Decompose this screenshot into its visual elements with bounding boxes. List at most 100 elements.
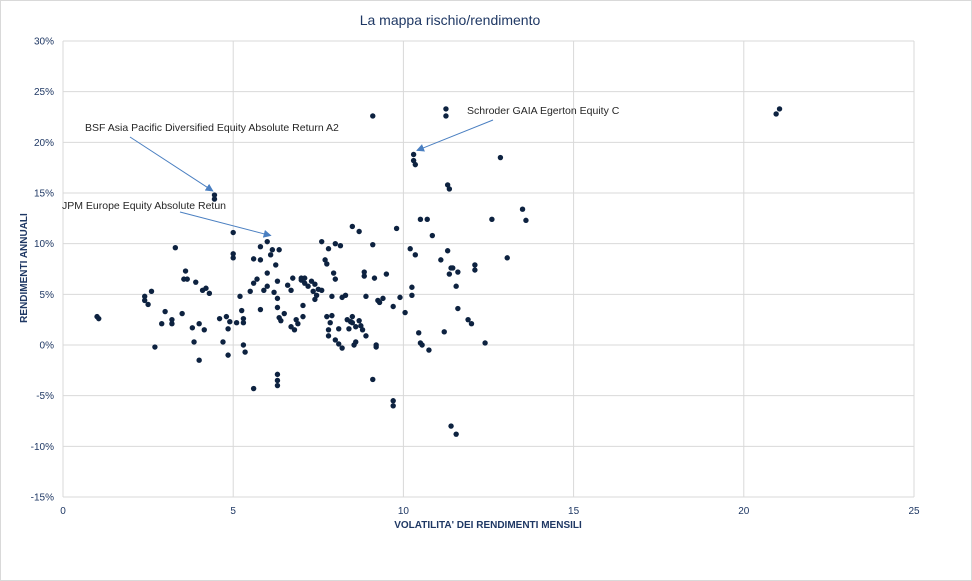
- data-point: [276, 247, 282, 253]
- data-point: [342, 292, 349, 299]
- data-point: [523, 217, 529, 224]
- data-point: [412, 252, 419, 258]
- data-point: [324, 261, 330, 267]
- annotation-arrow: [416, 119, 494, 152]
- data-point: [216, 315, 223, 322]
- data-point: [301, 275, 308, 281]
- data-point: [472, 267, 478, 273]
- x-axis-title: VOLATILITA' DEI RENDIMENTI MENSILI: [394, 520, 582, 531]
- data-point: [273, 262, 279, 268]
- data-point: [257, 244, 264, 250]
- data-point: [773, 111, 779, 117]
- data-point: [247, 288, 253, 294]
- data-point: [393, 225, 400, 232]
- y-tick-label: 10%: [34, 239, 54, 250]
- data-point: [184, 276, 190, 282]
- data-point: [230, 251, 236, 257]
- data-point: [346, 326, 352, 332]
- data-point: [443, 113, 449, 119]
- data-point: [250, 385, 257, 392]
- data-point: [370, 113, 376, 119]
- chart-title: La mappa rischio/rendimento: [360, 12, 541, 28]
- data-point: [417, 216, 424, 223]
- data-point: [240, 320, 247, 326]
- x-tick-label: 25: [908, 506, 920, 517]
- data-point: [330, 270, 337, 276]
- data-point: [397, 294, 403, 301]
- data-point: [141, 293, 148, 300]
- data-point: [264, 283, 270, 289]
- data-point: [455, 269, 461, 275]
- data-point: [261, 287, 267, 293]
- y-tick-label: 15%: [34, 189, 54, 200]
- data-point: [220, 339, 226, 345]
- data-point: [356, 228, 362, 235]
- data-point: [324, 313, 330, 320]
- data-point: [305, 283, 311, 289]
- data-point: [361, 269, 367, 275]
- data-point: [293, 316, 299, 323]
- data-point: [441, 329, 447, 335]
- data-point: [203, 285, 209, 291]
- data-point: [359, 327, 366, 333]
- data-point: [211, 196, 218, 202]
- data-point: [370, 376, 376, 383]
- data-point: [438, 257, 444, 263]
- data-point: [519, 206, 526, 212]
- data-point: [407, 246, 413, 252]
- data-point: [271, 289, 277, 296]
- data-point: [410, 157, 417, 164]
- data-point: [390, 398, 396, 404]
- data-point: [295, 321, 301, 327]
- y-tick-label: 20%: [34, 138, 54, 149]
- data-point: [390, 403, 396, 409]
- data-point: [152, 344, 158, 350]
- data-point: [429, 232, 436, 239]
- data-point: [211, 192, 218, 198]
- data-point: [172, 245, 179, 251]
- data-point: [225, 326, 231, 332]
- data-point: [349, 223, 356, 230]
- data-point: [274, 377, 281, 384]
- data-point: [353, 339, 359, 345]
- y-tick-label: 25%: [34, 87, 54, 98]
- grid-layer: [62, 40, 915, 498]
- data-points: [94, 106, 783, 437]
- x-tick-label: 0: [60, 506, 66, 517]
- data-point: [444, 248, 451, 254]
- data-point: [281, 310, 287, 317]
- x-tick-label: 15: [568, 506, 580, 517]
- data-point: [410, 151, 417, 158]
- data-point: [148, 288, 155, 294]
- data-point: [230, 229, 236, 236]
- x-tick-label: 10: [398, 506, 410, 517]
- data-point: [424, 216, 430, 223]
- data-point: [370, 241, 376, 248]
- data-point: [300, 313, 306, 320]
- data-point: [319, 238, 325, 245]
- data-point: [472, 262, 478, 268]
- data-point: [145, 301, 151, 308]
- y-axis-title: RENDIMENTI ANNUALI: [19, 213, 30, 323]
- data-point: [409, 284, 415, 290]
- data-point: [179, 310, 185, 317]
- data-point: [322, 257, 328, 263]
- data-point: [257, 306, 264, 313]
- data-point: [274, 304, 281, 311]
- data-point: [250, 256, 257, 262]
- y-tick-label: -5%: [36, 391, 54, 402]
- data-point: [465, 316, 471, 323]
- data-point: [267, 252, 274, 258]
- data-point: [237, 293, 243, 300]
- x-tick-label: 5: [230, 506, 236, 517]
- data-point: [373, 342, 379, 348]
- data-point: [332, 240, 339, 247]
- data-point: [337, 242, 344, 249]
- data-point: [482, 340, 488, 346]
- data-point: [227, 318, 233, 325]
- y-tick-labels: -15% -10% -5% 0% 5% 10% 15% 20% 25% 30%: [31, 37, 54, 504]
- data-point: [162, 308, 168, 315]
- data-point: [776, 106, 783, 112]
- data-point: [274, 295, 281, 302]
